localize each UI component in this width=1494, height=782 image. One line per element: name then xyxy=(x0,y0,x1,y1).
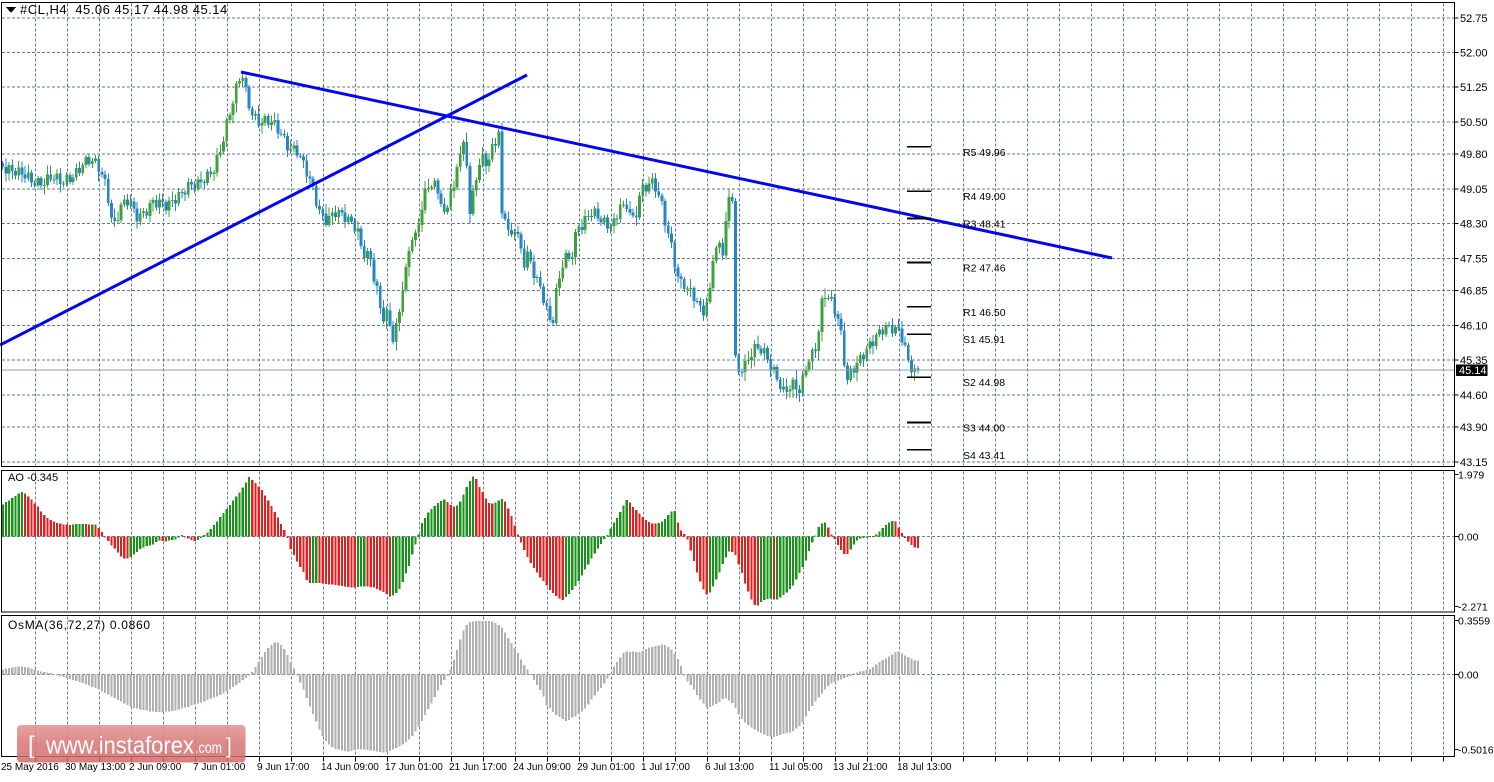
svg-text:43.90: 43.90 xyxy=(1460,422,1488,434)
svg-text:www.instaforex: www.instaforex xyxy=(45,733,194,760)
svg-text:11 Jul 05:00: 11 Jul 05:00 xyxy=(769,762,823,773)
svg-text:-0.5016: -0.5016 xyxy=(1458,745,1494,757)
svg-text:9 Jun 17:00: 9 Jun 17:00 xyxy=(257,762,310,773)
svg-text:49.80: 49.80 xyxy=(1460,149,1488,161)
svg-text:]: ] xyxy=(226,735,232,758)
svg-text:.com: .com xyxy=(195,740,222,757)
svg-text:R5 49.96: R5 49.96 xyxy=(963,147,1006,159)
svg-text:30 May 13:00: 30 May 13:00 xyxy=(65,762,126,773)
svg-text:R1 46.50: R1 46.50 xyxy=(963,307,1006,319)
svg-text:52.00: 52.00 xyxy=(1460,48,1488,60)
svg-text:46.10: 46.10 xyxy=(1460,320,1488,332)
svg-text:25 May 2016: 25 May 2016 xyxy=(1,762,59,773)
svg-text:-2.271: -2.271 xyxy=(1458,602,1488,614)
svg-text:R4 49.00: R4 49.00 xyxy=(963,191,1006,203)
svg-text:51.25: 51.25 xyxy=(1460,82,1488,94)
svg-text:6 Jul 13:00: 6 Jul 13:00 xyxy=(705,762,754,773)
svg-text:0.00: 0.00 xyxy=(1458,531,1479,543)
svg-text:13 Jul 21:00: 13 Jul 21:00 xyxy=(833,762,888,773)
svg-text:24 Jun 09:00: 24 Jun 09:00 xyxy=(513,762,571,773)
svg-text:S2 44.98: S2 44.98 xyxy=(963,377,1005,389)
svg-text:45.14: 45.14 xyxy=(1459,365,1487,377)
svg-text:S1 45.91: S1 45.91 xyxy=(963,334,1005,346)
svg-text:17 Jun 01:00: 17 Jun 01:00 xyxy=(385,762,443,773)
svg-text:#CL,H4 45.06 45.17 44.98 45.1: #CL,H4 45.06 45.17 44.98 45.14 xyxy=(20,2,228,17)
svg-text:R3 48.41: R3 48.41 xyxy=(963,219,1006,231)
svg-text:S3 44.00: S3 44.00 xyxy=(963,423,1005,435)
svg-text:S4 43.41: S4 43.41 xyxy=(963,450,1005,462)
svg-text:49.05: 49.05 xyxy=(1460,184,1488,196)
svg-text:21 Jun 17:00: 21 Jun 17:00 xyxy=(449,762,507,773)
svg-text:44.60: 44.60 xyxy=(1460,390,1488,402)
svg-text:29 Jun 01:00: 29 Jun 01:00 xyxy=(577,762,635,773)
svg-text:0.3559: 0.3559 xyxy=(1458,616,1490,628)
svg-text:46.85: 46.85 xyxy=(1460,286,1488,298)
svg-text:1 Jul 17:00: 1 Jul 17:00 xyxy=(641,762,690,773)
svg-text:7 Jun 01:00: 7 Jun 01:00 xyxy=(193,762,246,773)
svg-text:18 Jul 13:00: 18 Jul 13:00 xyxy=(897,762,952,773)
svg-text:48.30: 48.30 xyxy=(1460,219,1488,231)
svg-text:OsMA(36,72,27) 0.0860: OsMA(36,72,27) 0.0860 xyxy=(8,618,151,632)
svg-text:14 Jun 09:00: 14 Jun 09:00 xyxy=(321,762,379,773)
svg-text:AO -0.345: AO -0.345 xyxy=(8,472,58,484)
svg-text:R2 47.46: R2 47.46 xyxy=(963,263,1006,275)
svg-text:0.00: 0.00 xyxy=(1458,669,1479,681)
svg-text:47.55: 47.55 xyxy=(1460,253,1488,265)
svg-text:43.15: 43.15 xyxy=(1460,457,1488,469)
svg-text:1.979: 1.979 xyxy=(1458,470,1484,482)
svg-text:[: [ xyxy=(28,732,35,759)
svg-text:2 Jun 09:00: 2 Jun 09:00 xyxy=(129,762,182,773)
svg-text:45.35: 45.35 xyxy=(1460,355,1488,367)
svg-text:50.50: 50.50 xyxy=(1460,117,1488,129)
svg-text:52.75: 52.75 xyxy=(1460,13,1488,25)
